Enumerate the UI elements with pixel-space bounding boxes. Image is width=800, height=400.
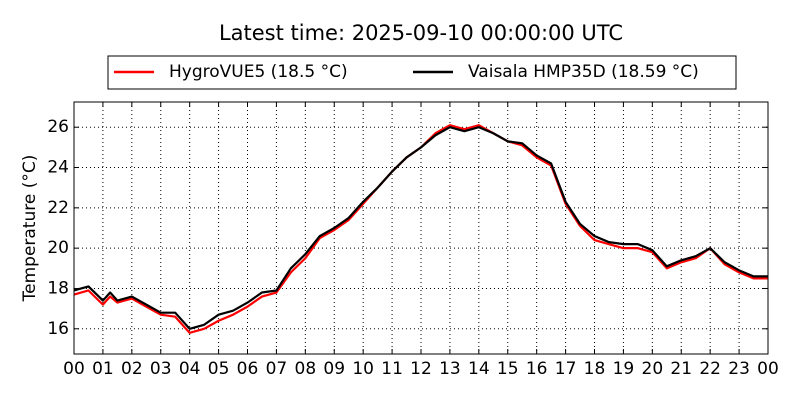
x-tick-label: 23 [728, 359, 750, 379]
x-tick-label: 03 [150, 359, 172, 379]
x-tick-label: 07 [266, 359, 288, 379]
x-tick-label: 08 [295, 359, 317, 379]
y-tick-label: 16 [47, 319, 69, 339]
y-tick-label: 26 [47, 117, 69, 137]
legend-label: Vaisala HMP35D (18.59 °C) [468, 62, 699, 82]
x-tick-label: 00 [63, 359, 85, 379]
x-tick-label: 10 [352, 359, 374, 379]
series-line [73, 126, 768, 330]
x-tick-label: 19 [613, 359, 635, 379]
y-tick-label: 24 [47, 158, 69, 178]
x-tick-label: 06 [237, 359, 259, 379]
x-tick-label: 05 [208, 359, 230, 379]
x-tick-label: 00 [757, 359, 779, 379]
y-tick-label: 18 [47, 278, 69, 298]
x-tick-label: 02 [121, 359, 143, 379]
x-tick-label: 12 [410, 359, 432, 379]
x-tick-label: 22 [699, 359, 721, 379]
chart-title: Latest time: 2025-09-10 00:00:00 UTC [219, 21, 623, 45]
x-tick-label: 17 [555, 359, 577, 379]
x-tick-label: 04 [179, 359, 201, 379]
x-tick-label: 14 [468, 359, 490, 379]
x-tick-label: 16 [526, 359, 548, 379]
plot-frame [73, 101, 769, 355]
x-tick-label: 20 [642, 359, 664, 379]
x-tick-label: 11 [381, 359, 403, 379]
legend-label: HygroVUE5 (18.5 °C) [169, 62, 348, 82]
y-axis-label: Temperature (°C) [20, 155, 40, 303]
x-tick-label: 18 [584, 359, 606, 379]
x-tick-label: 15 [497, 359, 519, 379]
y-tick-label: 22 [47, 198, 69, 218]
y-tick-label: 20 [47, 238, 69, 258]
x-tick-label: 13 [439, 359, 461, 379]
x-tick-label: 01 [92, 359, 114, 379]
x-tick-label: 21 [670, 359, 692, 379]
x-tick-label: 09 [323, 359, 345, 379]
